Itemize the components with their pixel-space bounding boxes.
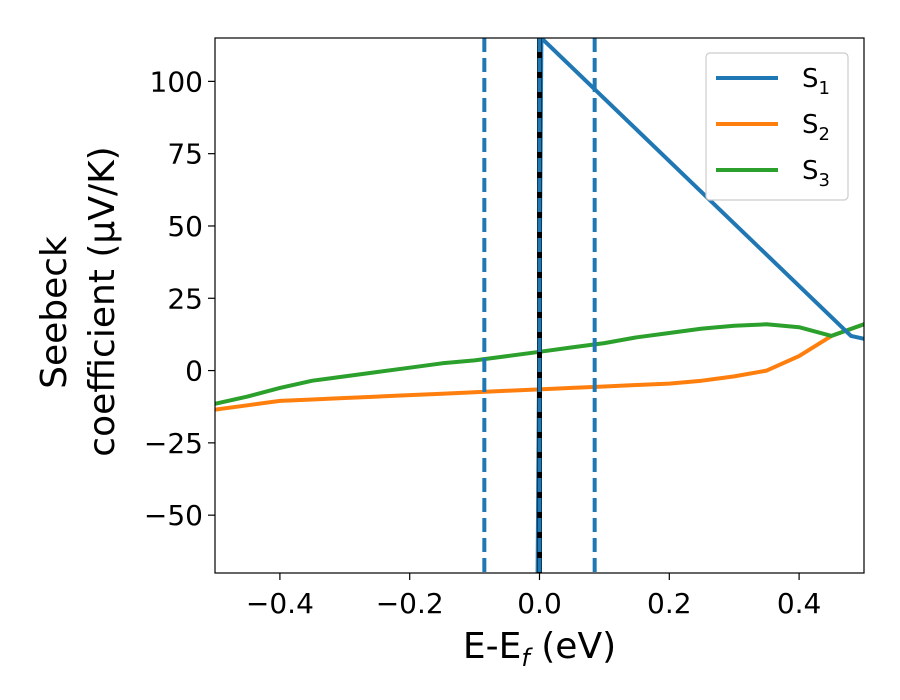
x-tick-label: 0.2 [647,587,692,620]
legend: S1 S2 S3 [705,52,849,201]
y-axis-title-line2: coefficient (μV/K) [82,146,123,456]
legend-label-s1: S1 [802,64,830,99]
y-tick-label: −50 [144,499,203,532]
x-tick-label: −0.2 [376,587,444,620]
legend-label-s2: S2 [802,110,830,145]
y-tick-label: −25 [144,427,203,460]
x-tick-label: 0.0 [517,587,562,620]
y-tick-label: 50 [167,210,203,243]
axes: −0.4 −0.2 0.0 0.2 0.4 −50 −25 0 25 50 75 100 E-Ef (e… [34,37,865,672]
x-axis-title: E-Ef (eV) [463,626,616,672]
x-tick-label: −0.4 [246,587,314,620]
y-tick-label: 0 [185,355,203,388]
y-tick-label: 75 [167,138,203,171]
legend-label-s3: S3 [802,156,830,191]
y-axis-title: Seebeck coefficient (μV/K) [34,146,123,456]
x-tick-label: 0.4 [777,587,822,620]
y-axis-title-line1: Seebeck [34,236,75,389]
legend-box [705,52,849,201]
plot-area [215,38,864,573]
y-tick-label: 25 [167,282,203,315]
y-tick-label: 100 [150,65,203,98]
